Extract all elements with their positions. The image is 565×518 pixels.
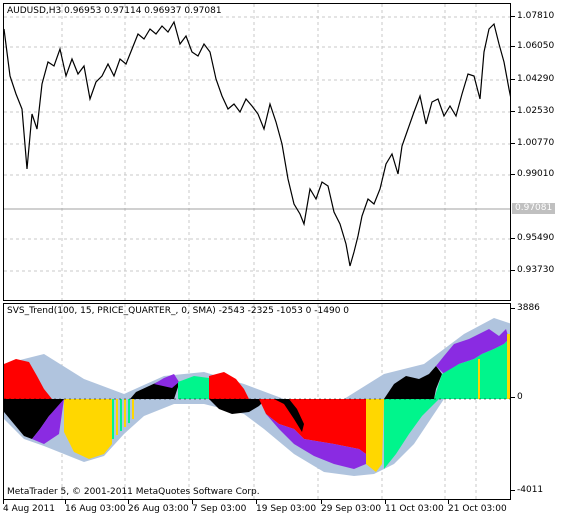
indicator-stripe bbox=[124, 399, 126, 427]
indicator-red-hump bbox=[4, 359, 52, 399]
indicator-black-center bbox=[209, 399, 266, 414]
price-chart-canvas bbox=[4, 4, 510, 300]
indicator-green-right bbox=[434, 339, 509, 399]
price-tick: 0.93730 bbox=[511, 265, 565, 276]
copyright-text: MetaTrader 5, © 2001-2011 MetaQuotes Sof… bbox=[7, 487, 260, 497]
indicator-tick: 3886 bbox=[511, 303, 565, 314]
indicator-gold-bar bbox=[507, 334, 510, 399]
indicator-gold-center bbox=[366, 399, 384, 472]
indicator-red-neg bbox=[259, 399, 366, 454]
indicator-green-hump bbox=[178, 376, 209, 399]
indicator-axis: 3886 0 -4011 bbox=[511, 303, 565, 500]
indicator-purple-right bbox=[436, 329, 509, 374]
current-price-marker: 0.97081 bbox=[512, 203, 555, 214]
indicator-label: SVS_Trend(100, 15, PRICE_QUARTER_, 0, SM… bbox=[7, 306, 350, 316]
symbol-label: AUDUSD,H3 0.96953 0.97114 0.96937 0.9708… bbox=[7, 6, 222, 16]
price-tick: 1.00770 bbox=[511, 138, 565, 149]
indicator-pane[interactable]: SVS_Trend(100, 15, PRICE_QUARTER_, 0, SM… bbox=[3, 303, 511, 500]
indicator-stripe bbox=[112, 399, 114, 439]
price-tick: 1.02530 bbox=[511, 106, 565, 117]
time-axis: 4 Aug 2011 16 Aug 03:00 26 Aug 03:00 7 S… bbox=[3, 500, 511, 518]
price-tick: 0.99010 bbox=[511, 169, 565, 180]
indicator-black-right bbox=[384, 366, 442, 399]
indicator-tick: -4011 bbox=[511, 485, 565, 496]
price-axis: 1.07810 1.06050 1.04290 1.02530 1.00770 … bbox=[511, 3, 565, 301]
indicator-green-neg bbox=[384, 399, 439, 469]
price-tick: 0.95490 bbox=[511, 233, 565, 244]
price-tick: 1.07810 bbox=[511, 11, 565, 22]
indicator-band-upper bbox=[4, 318, 510, 399]
indicator-stripe bbox=[132, 399, 134, 419]
indicator-stripe bbox=[120, 399, 122, 431]
indicator-red-center bbox=[209, 372, 249, 399]
price-line bbox=[4, 20, 510, 267]
indicator-purple-area bbox=[32, 399, 64, 444]
indicator-purple-pos bbox=[154, 374, 179, 388]
indicator-stripe bbox=[116, 399, 118, 435]
indicator-canvas bbox=[4, 304, 510, 499]
price-tick: 1.06050 bbox=[511, 41, 565, 52]
indicator-tick: 0 bbox=[511, 392, 565, 403]
indicator-black-squiggle bbox=[274, 399, 304, 432]
price-chart-pane[interactable]: AUDUSD,H3 0.96953 0.97114 0.96937 0.9708… bbox=[3, 3, 511, 301]
indicator-gold-area bbox=[64, 399, 112, 459]
indicator-stripe bbox=[128, 399, 130, 423]
indicator-gold-bar bbox=[478, 359, 480, 399]
price-tick: 1.04290 bbox=[511, 74, 565, 85]
indicator-purple-bottom bbox=[266, 414, 366, 469]
indicator-black-area bbox=[4, 399, 64, 439]
